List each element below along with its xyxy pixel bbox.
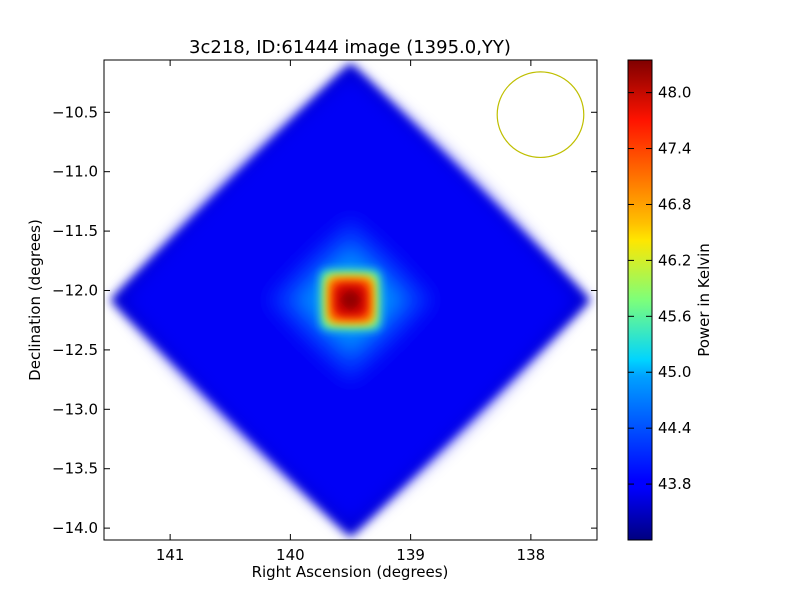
x-tick-label: 139 xyxy=(396,546,425,564)
colorbar-tick-label: 45.6 xyxy=(658,307,691,325)
x-axis-label: Right Ascension (degrees) xyxy=(252,563,449,581)
y-tick-label: −14.0 xyxy=(52,519,98,537)
y-axis-label: Declination (degrees) xyxy=(26,219,44,381)
y-axis-ticks: −10.5 −11.0 −11.5 −12.0 −12.5 −13.0 −13.5 −14.0 xyxy=(52,103,597,537)
x-axis-ticks: 141 140 139 138 xyxy=(156,60,545,564)
y-tick-label: −10.5 xyxy=(52,103,98,121)
plot-area: 141 140 139 138 −10.5−11.0−11.5−12.0−12.5−1… xyxy=(52,59,598,564)
colorbar-tick-label: 46.2 xyxy=(658,251,691,269)
emission-level-8 xyxy=(346,295,355,305)
colorbar-tick-label: 46.8 xyxy=(658,195,691,213)
beam-circle xyxy=(496,71,585,159)
y-tick-label: −12.5 xyxy=(52,341,98,359)
y-tick-label: −11.0 xyxy=(52,163,98,181)
x-tick-label: 140 xyxy=(276,546,305,564)
colorbar-gradient xyxy=(627,59,653,541)
colorbar-tick-label: 47.4 xyxy=(658,140,691,158)
plot-frame xyxy=(103,59,598,541)
x-tick-label: 138 xyxy=(517,546,546,564)
colorbar-tick-label: 45.0 xyxy=(658,363,691,381)
y-tick-label: −13.0 xyxy=(52,400,98,418)
colorbar: 48.0 47.4 46.8 46.2 45.6 45.0 44.4 43.8 Power i… xyxy=(627,59,713,541)
y-tick-label: −12.0 xyxy=(52,281,98,299)
colorbar-ticks: 48.0 47.4 46.8 46.2 45.6 45.0 44.4 43.8 xyxy=(628,84,691,493)
y-tick-label: −11.5 xyxy=(52,222,98,240)
chart-title: 3c218, ID:61444 image (1395.0,YY) xyxy=(189,37,511,58)
y-tick-label: −13.5 xyxy=(52,460,98,478)
colorbar-tick-label: 43.8 xyxy=(658,475,691,493)
colorbar-label: Power in Kelvin xyxy=(695,243,713,357)
heatmap-image xyxy=(110,62,591,538)
colorbar-tick-label: 48.0 xyxy=(658,84,691,102)
colorbar-tick-label: 44.4 xyxy=(658,419,691,437)
x-tick-label: 141 xyxy=(156,546,185,564)
